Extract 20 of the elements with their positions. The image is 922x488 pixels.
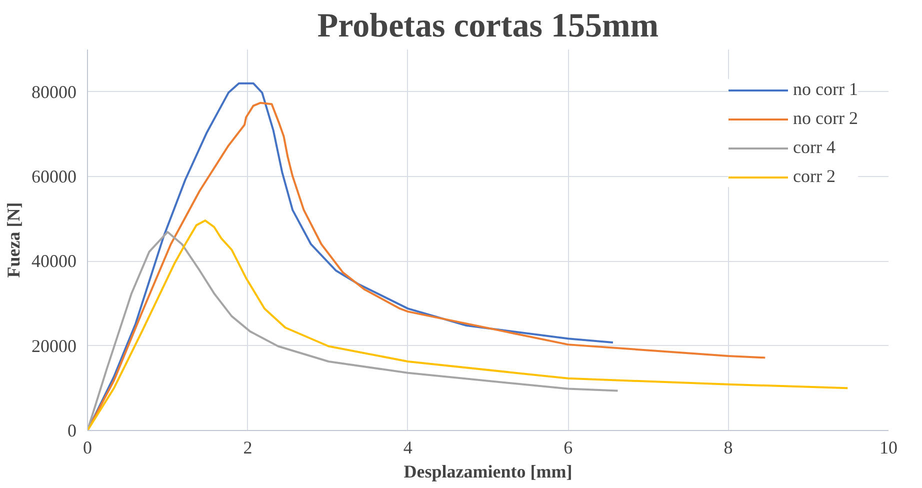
x-axis-title: Desplazamiento [mm] [404,462,572,482]
legend-label: corr 2 [793,166,836,187]
y-tick-label: 80000 [32,82,76,102]
chart-title: Probetas cortas 155mm [317,8,659,44]
y-axis-title: Fueza [N] [4,202,24,278]
x-tick-label: 2 [243,438,252,458]
y-tick-label: 20000 [32,336,76,356]
y-tick-label: 40000 [32,251,76,272]
y-tick-label: 0 [68,420,76,440]
line-series [88,230,619,430]
y-tick-label: 60000 [32,166,76,186]
x-tick-label: 0 [83,438,92,458]
x-tick-label: 10 [880,438,898,458]
legend-label: no corr 2 [793,108,858,129]
legend-label: corr 4 [793,137,836,158]
legend-label: no corr 1 [793,79,858,100]
x-tick-label: 6 [564,438,573,458]
x-tick-label: 4 [403,438,412,458]
line-series [88,220,849,430]
x-tick-label: 8 [724,438,733,458]
